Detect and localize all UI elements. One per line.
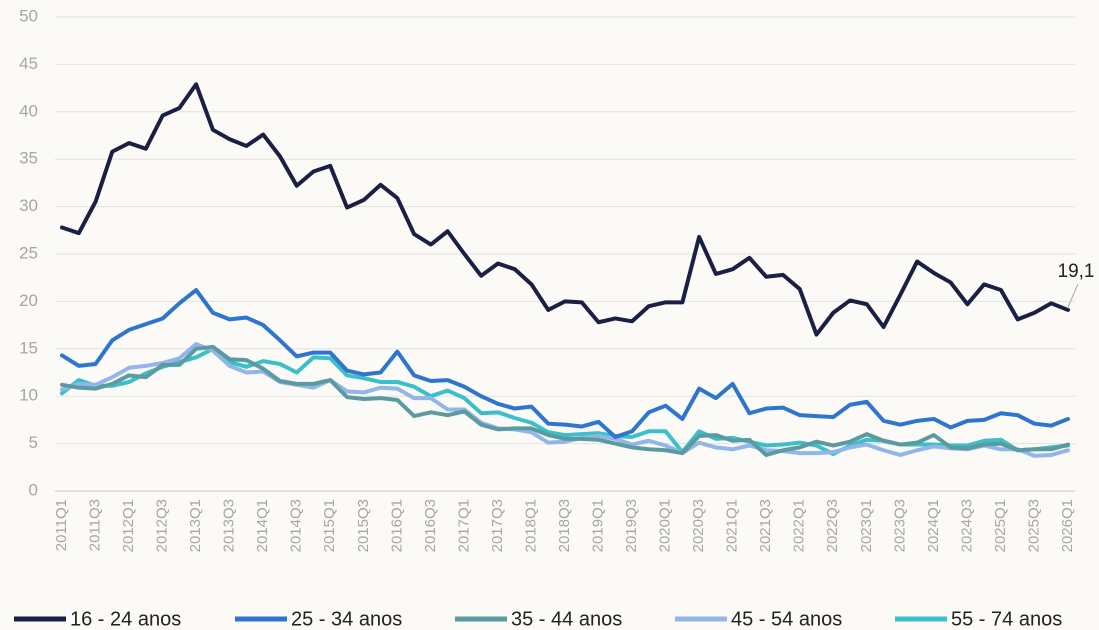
x-tick-label: 2012Q3 bbox=[154, 499, 171, 552]
series-line bbox=[60, 82, 1070, 337]
x-tick-label: 2012Q1 bbox=[120, 499, 137, 552]
x-tick-label: 2019Q3 bbox=[623, 499, 640, 552]
x-tick-label: 2014Q3 bbox=[288, 499, 305, 552]
y-tick-label: 40 bbox=[19, 101, 38, 120]
legend-label: 25 - 34 anos bbox=[291, 608, 402, 630]
y-tick-label: 0 bbox=[29, 480, 38, 499]
x-tick-label: 2026Q1 bbox=[1059, 499, 1076, 552]
x-tick-label: 2024Q3 bbox=[958, 499, 975, 552]
x-tick-label: 2022Q3 bbox=[824, 499, 841, 552]
x-tick-label: 2013Q1 bbox=[187, 499, 204, 552]
y-tick-label: 30 bbox=[19, 196, 38, 215]
x-tick-label: 2020Q3 bbox=[690, 499, 707, 552]
x-tick-label: 2021Q1 bbox=[724, 499, 741, 552]
x-tick-label: 2011Q1 bbox=[53, 499, 70, 551]
y-tick-label: 25 bbox=[19, 243, 38, 262]
x-tick-label: 2015Q1 bbox=[321, 499, 338, 552]
x-tick-label: 2018Q3 bbox=[556, 499, 573, 552]
leader-line bbox=[1067, 283, 1079, 308]
x-tick-label: 2024Q1 bbox=[925, 499, 942, 552]
series-line bbox=[60, 342, 1070, 458]
x-tick-label: 2022Q1 bbox=[791, 499, 808, 552]
x-tick-label: 2019Q1 bbox=[590, 499, 607, 552]
x-tick-label: 2023Q1 bbox=[858, 499, 875, 552]
x-tick-label: 2020Q1 bbox=[657, 499, 674, 552]
y-tick-label: 45 bbox=[19, 54, 38, 73]
x-tick-label: 2017Q3 bbox=[489, 499, 506, 552]
legend-label: 35 - 44 anos bbox=[511, 608, 622, 630]
y-tick-label: 20 bbox=[19, 291, 38, 310]
y-tick-label: 35 bbox=[19, 149, 38, 168]
x-tick-label: 2014Q1 bbox=[254, 499, 271, 552]
legend-label: 45 - 54 anos bbox=[731, 608, 842, 630]
x-tick-label: 2015Q3 bbox=[355, 499, 372, 552]
series-line bbox=[60, 344, 1070, 457]
x-tick-label: 2016Q3 bbox=[422, 499, 439, 552]
x-tick-label: 2025Q1 bbox=[992, 499, 1009, 552]
series-line bbox=[60, 288, 1070, 439]
x-tick-label: 2023Q3 bbox=[891, 499, 908, 552]
y-tick-label: 50 bbox=[19, 6, 38, 25]
x-tick-label: 2017Q1 bbox=[455, 499, 472, 552]
y-tick-label: 10 bbox=[19, 386, 38, 405]
x-tick-label: 2013Q3 bbox=[221, 499, 238, 552]
x-tick-label: 2021Q3 bbox=[757, 499, 774, 552]
legend-label: 16 - 24 anos bbox=[70, 608, 181, 630]
legend-label: 55 - 74 anos bbox=[951, 608, 1062, 630]
x-tick-label: 2011Q3 bbox=[87, 499, 104, 551]
x-tick-label: 2025Q3 bbox=[1025, 499, 1042, 552]
x-tick-label: 2018Q1 bbox=[522, 499, 539, 552]
y-tick-label: 5 bbox=[29, 433, 38, 452]
data-label: 19,1 bbox=[1058, 261, 1095, 282]
y-tick-label: 15 bbox=[19, 338, 38, 357]
x-tick-label: 2016Q1 bbox=[388, 499, 405, 552]
